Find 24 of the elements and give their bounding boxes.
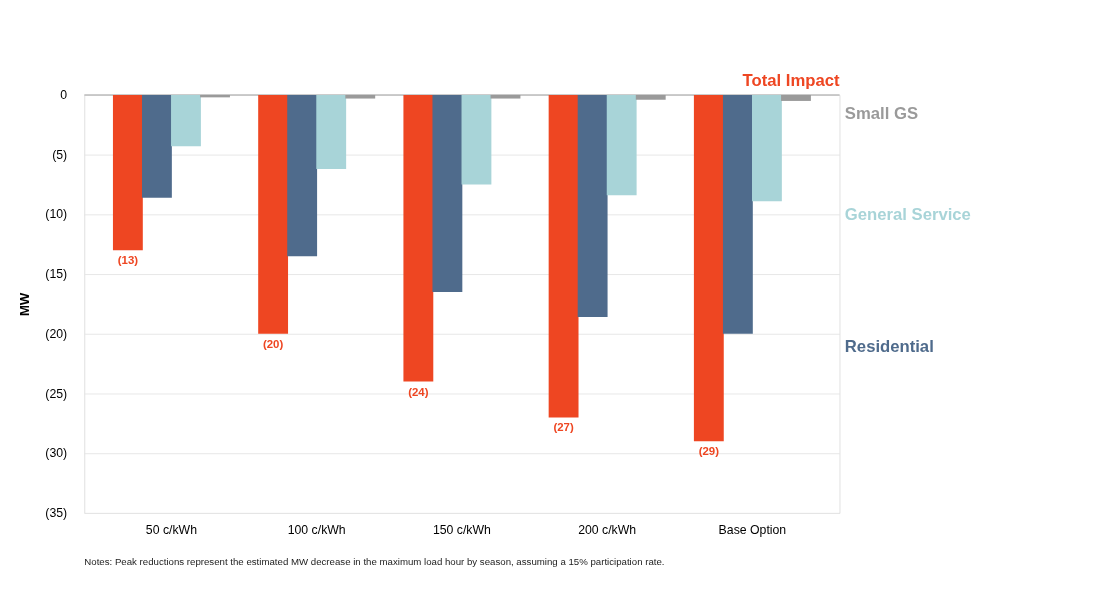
y-tick-label: (35) <box>45 505 68 520</box>
text: Notes: Peak reductions represent the estimated MW decrease in the maximum load hour by season, assuming a 15% participation rate. <box>84 555 665 567</box>
text: Residential <box>844 337 934 357</box>
y-tick-label: (20) <box>45 326 68 341</box>
data-label: (13) <box>117 254 139 267</box>
y-tick-label: (30) <box>45 446 68 461</box>
data-label: (27) <box>553 421 574 434</box>
y-tick-label: 0 <box>60 87 68 102</box>
y-tick-label: (10) <box>45 207 68 222</box>
x-tick-label: 150 c/kWh <box>432 522 492 537</box>
x-tick-label: Base Option <box>718 522 787 537</box>
y-tick-label: (15) <box>45 267 68 282</box>
x-tick-label: 200 c/kWh <box>578 522 637 537</box>
y-tick-label: (25) <box>45 386 68 401</box>
data-label: (24) <box>408 385 429 398</box>
y-axis-title: MW <box>16 292 32 317</box>
y-tick-label: (5) <box>52 147 68 162</box>
series-label: Total Impact <box>742 71 840 91</box>
series-label: Small GS <box>844 104 919 124</box>
x-tick-label: 50 c/kWh <box>145 522 198 537</box>
data-label: (20) <box>262 337 284 350</box>
text: General Service <box>844 204 971 224</box>
data-label: (29) <box>698 445 720 458</box>
x-tick-label: 100 c/kWh <box>287 522 346 537</box>
